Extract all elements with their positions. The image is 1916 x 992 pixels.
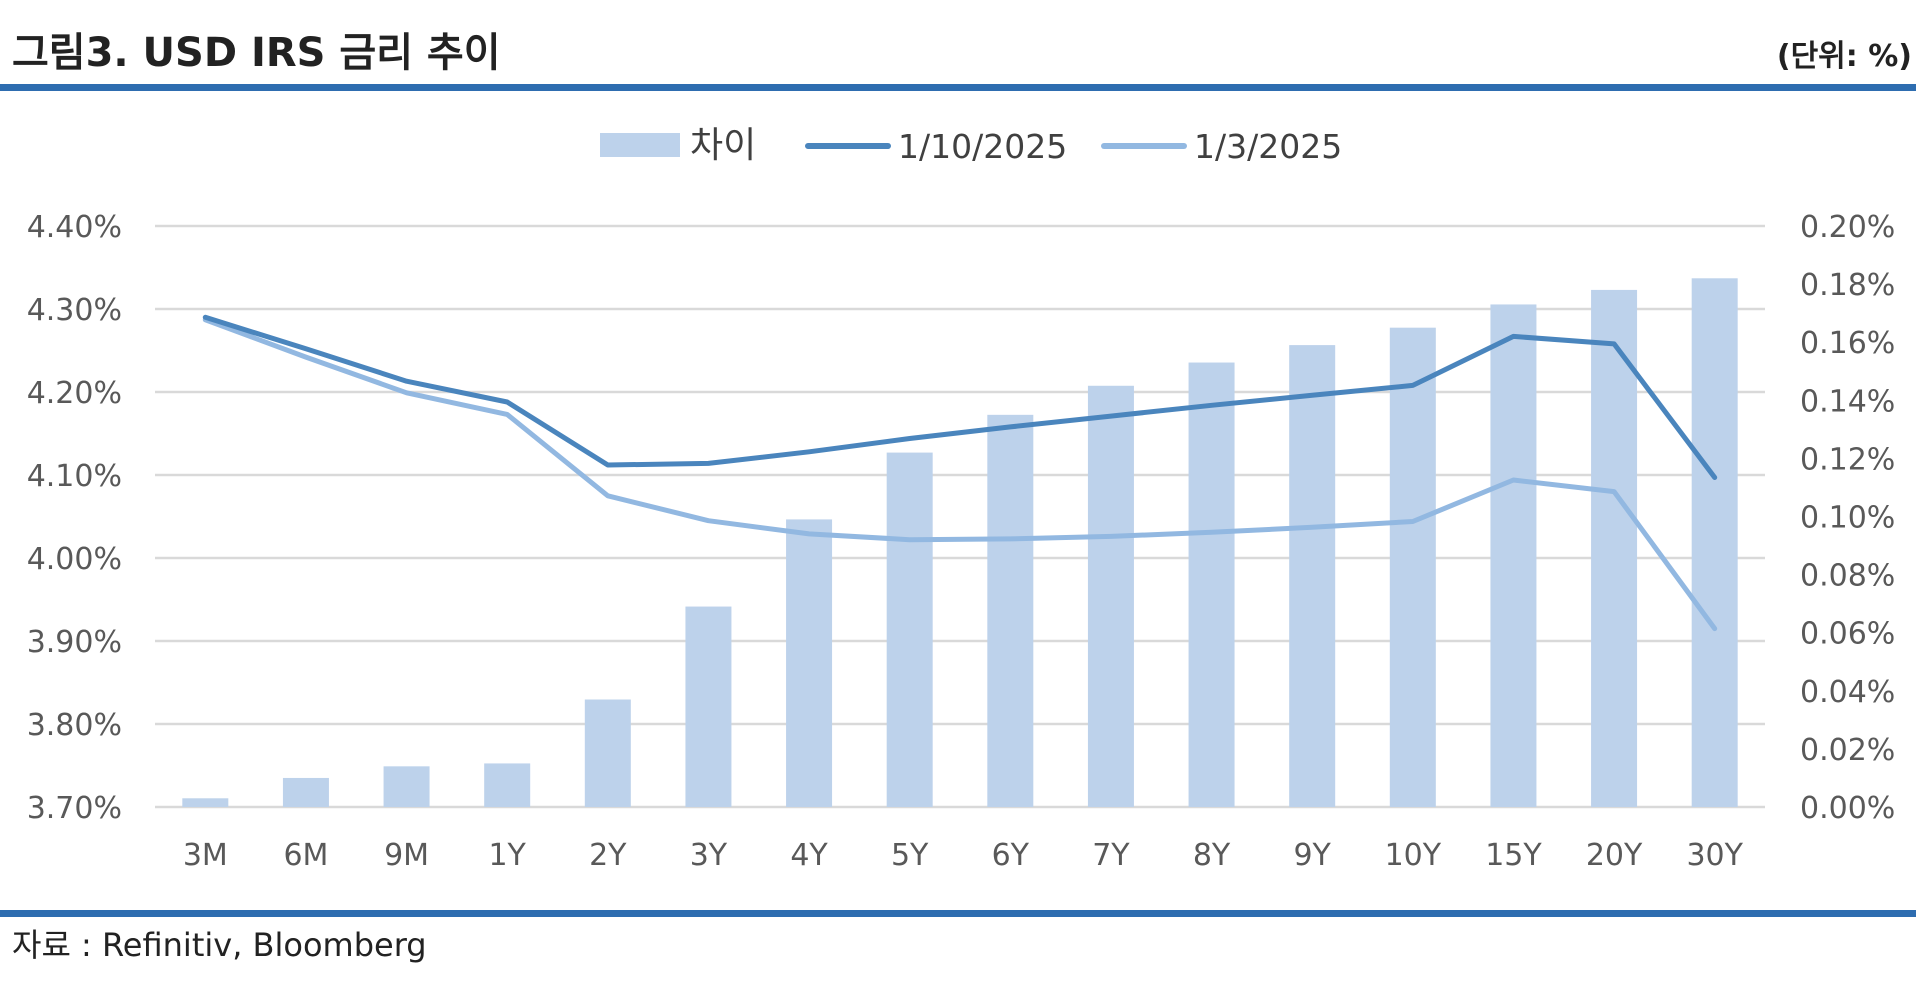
bar xyxy=(1087,385,1134,807)
bar xyxy=(1691,278,1738,807)
right-axis-tick-label: 0.04% xyxy=(1800,675,1895,710)
bar xyxy=(886,452,933,807)
x-axis-tick-label: 30Y xyxy=(1686,838,1743,873)
bar xyxy=(282,777,329,807)
x-axis: 3M 6M 9M 1Y 2Y 3Y 4Y 5Y 6Y 7Y 8Y 9Y 10Y 15Y 20Y 30Y xyxy=(183,838,1744,873)
bar xyxy=(584,699,631,807)
bar xyxy=(484,763,531,807)
bar xyxy=(987,414,1034,807)
legend-label-diff: 차이 xyxy=(690,125,756,166)
x-axis-tick-label: 7Y xyxy=(1092,838,1130,873)
bottom-rule xyxy=(0,910,1916,917)
bar xyxy=(1289,345,1336,807)
x-axis-tick-label: 5Y xyxy=(891,838,929,873)
left-axis-tick-label: 4.20% xyxy=(27,376,122,411)
right-axis-tick-label: 0.02% xyxy=(1800,733,1895,768)
bar xyxy=(1591,289,1638,807)
x-axis-tick-label: 3Y xyxy=(690,838,728,873)
x-axis-tick-label: 9M xyxy=(384,838,429,873)
right-axis-tick-label: 0.00% xyxy=(1800,791,1895,826)
left-axis-tick-label: 4.10% xyxy=(27,459,122,494)
x-axis-tick-label: 15Y xyxy=(1485,838,1542,873)
bar xyxy=(786,519,833,807)
line-1-3-2025 xyxy=(202,317,1718,632)
unit-label: (단위: %) xyxy=(1777,39,1912,74)
figure-title: 그림3. USD IRS 금리 추이 xyxy=(12,30,501,76)
bar xyxy=(685,606,732,807)
left-axis-tick-label: 4.40% xyxy=(27,210,122,245)
bar xyxy=(1188,362,1235,807)
bar xyxy=(383,766,430,807)
bar-series-diff xyxy=(182,278,1738,807)
x-axis-tick-label: 2Y xyxy=(589,838,627,873)
left-axis-tick-label: 4.00% xyxy=(27,542,122,577)
left-axis-tick-label: 3.70% xyxy=(27,791,122,826)
source-note: 자료 : Refinitiv, Bloomberg xyxy=(12,926,427,964)
x-axis-tick-label: 9Y xyxy=(1293,838,1331,873)
right-axis-tick-label: 0.16% xyxy=(1800,326,1895,361)
left-axis: 4.40% 4.30% 4.20% 4.10% 4.00% 3.90% 3.80% 3.70% xyxy=(27,210,122,826)
line-1-10-2025 xyxy=(202,314,1718,480)
left-axis-tick-label: 3.80% xyxy=(27,708,122,743)
right-axis-tick-label: 0.12% xyxy=(1800,442,1895,477)
x-axis-tick-label: 10Y xyxy=(1385,838,1442,873)
right-axis-tick-label: 0.14% xyxy=(1800,384,1895,419)
legend-bar-swatch xyxy=(600,133,680,157)
x-axis-tick-label: 6M xyxy=(283,838,328,873)
x-axis-tick-label: 8Y xyxy=(1193,838,1231,873)
line-series xyxy=(202,314,1718,632)
x-axis-tick-label: 6Y xyxy=(992,838,1030,873)
bar xyxy=(1490,304,1537,807)
left-axis-tick-label: 4.30% xyxy=(27,293,122,328)
right-axis-tick-label: 0.20% xyxy=(1800,210,1895,245)
top-rule xyxy=(0,84,1916,91)
x-axis-tick-label: 1Y xyxy=(488,838,526,873)
legend: 차이 1/10/2025 1/3/2025 xyxy=(600,125,1342,166)
bar xyxy=(1389,327,1436,807)
x-axis-tick-label: 3M xyxy=(183,838,228,873)
right-axis-tick-label: 0.10% xyxy=(1800,501,1895,536)
bar xyxy=(182,798,229,807)
x-axis-tick-label: 4Y xyxy=(790,838,828,873)
legend-label-recent: 1/10/2025 xyxy=(898,127,1067,166)
right-axis-tick-label: 0.06% xyxy=(1800,617,1895,652)
right-axis-tick-label: 0.18% xyxy=(1800,268,1895,303)
right-axis: 0.20% 0.18% 0.16% 0.14% 0.12% 0.10% 0.08% 0.06%… xyxy=(1800,210,1895,826)
x-axis-tick-label: 20Y xyxy=(1586,838,1643,873)
legend-label-prior: 1/3/2025 xyxy=(1194,127,1342,166)
right-axis-tick-label: 0.08% xyxy=(1800,559,1895,594)
left-axis-tick-label: 3.90% xyxy=(27,625,122,660)
